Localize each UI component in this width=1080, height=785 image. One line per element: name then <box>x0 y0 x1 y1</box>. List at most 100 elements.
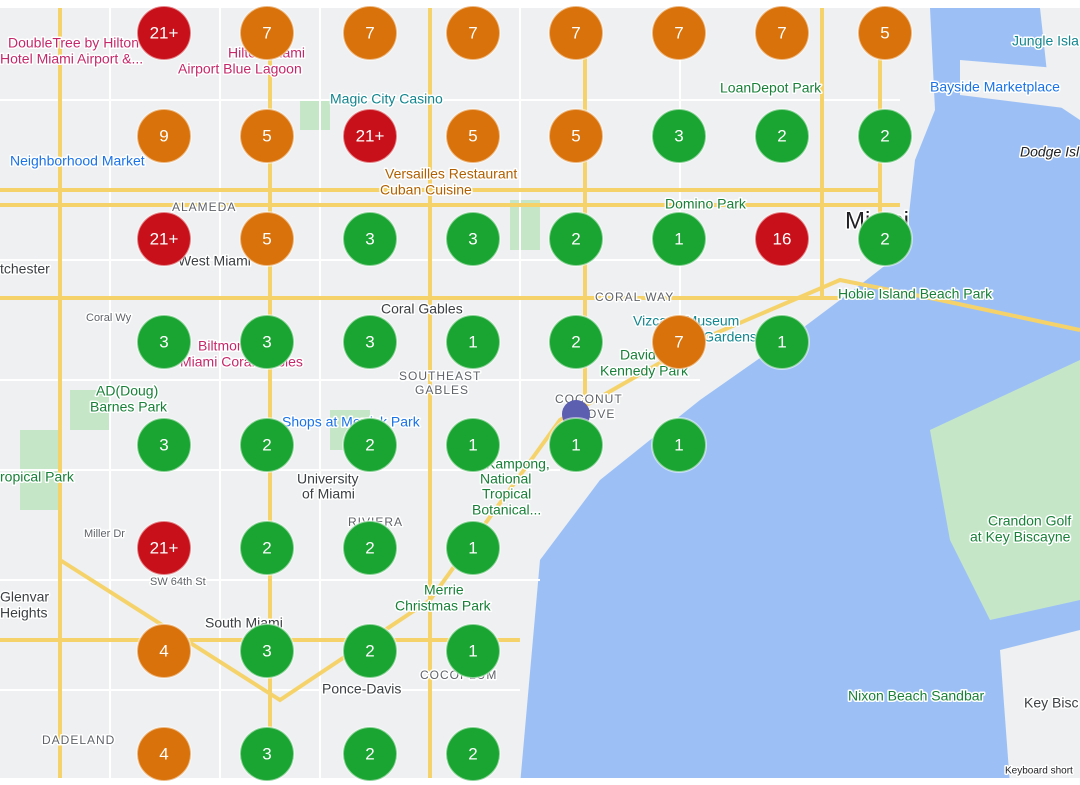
cluster-marker[interactable] <box>239 623 295 679</box>
cluster-marker[interactable] <box>342 417 398 473</box>
cluster-marker[interactable] <box>651 417 707 473</box>
cluster-marker[interactable] <box>239 726 295 782</box>
cluster-marker[interactable] <box>548 211 604 267</box>
cluster-marker[interactable] <box>445 520 501 576</box>
cluster[interactable]: 7 <box>445 5 501 61</box>
cluster-marker[interactable] <box>651 5 707 61</box>
cluster[interactable]: 3 <box>445 211 501 267</box>
cluster-marker[interactable] <box>342 520 398 576</box>
cluster-marker[interactable] <box>651 314 707 370</box>
cluster[interactable]: 7 <box>342 5 398 61</box>
cluster-marker[interactable] <box>548 5 604 61</box>
cluster-marker[interactable] <box>445 211 501 267</box>
cluster-marker[interactable] <box>239 520 295 576</box>
cluster[interactable]: 5 <box>857 5 913 61</box>
cluster[interactable]: 9 <box>136 108 192 164</box>
cluster-marker[interactable] <box>239 314 295 370</box>
cluster[interactable]: 3 <box>239 726 295 782</box>
cluster[interactable]: 7 <box>239 5 295 61</box>
cluster[interactable]: 16 <box>754 211 810 267</box>
cluster-marker[interactable] <box>136 623 192 679</box>
cluster-marker[interactable] <box>239 417 295 473</box>
cluster[interactable]: 1 <box>548 417 604 473</box>
cluster-marker[interactable] <box>342 314 398 370</box>
cluster[interactable]: 2 <box>239 520 295 576</box>
cluster[interactable]: 1 <box>445 520 501 576</box>
cluster-marker[interactable] <box>342 726 398 782</box>
cluster[interactable]: 21+ <box>136 5 192 61</box>
cluster[interactable]: 21+ <box>136 211 192 267</box>
cluster-marker[interactable] <box>857 108 913 164</box>
cluster-marker[interactable] <box>136 520 192 576</box>
cluster-marker[interactable] <box>548 314 604 370</box>
cluster[interactable]: 2 <box>239 417 295 473</box>
cluster-marker[interactable] <box>239 5 295 61</box>
cluster[interactable]: 1 <box>651 417 707 473</box>
cluster[interactable]: 1 <box>754 314 810 370</box>
cluster-marker[interactable] <box>342 623 398 679</box>
cluster[interactable]: 2 <box>342 726 398 782</box>
cluster-marker[interactable] <box>136 417 192 473</box>
cluster-marker[interactable] <box>445 108 501 164</box>
cluster-marker[interactable] <box>239 108 295 164</box>
keyboard-shortcuts[interactable]: Keyboard short <box>1004 764 1075 778</box>
cluster-marker[interactable] <box>445 417 501 473</box>
cluster[interactable]: 2 <box>342 417 398 473</box>
cluster-marker[interactable] <box>136 108 192 164</box>
cluster-marker[interactable] <box>136 314 192 370</box>
cluster[interactable]: 7 <box>651 314 707 370</box>
cluster[interactable]: 7 <box>754 5 810 61</box>
cluster[interactable]: 2 <box>857 108 913 164</box>
cluster-count: 2 <box>365 435 374 454</box>
cluster[interactable]: 2 <box>342 520 398 576</box>
cluster-marker[interactable] <box>445 5 501 61</box>
cluster[interactable]: 3 <box>651 108 707 164</box>
cluster-marker[interactable] <box>342 108 398 164</box>
cluster-marker[interactable] <box>754 211 810 267</box>
cluster[interactable]: 3 <box>239 623 295 679</box>
cluster-marker[interactable] <box>754 108 810 164</box>
cluster[interactable]: 5 <box>239 108 295 164</box>
cluster-marker[interactable] <box>548 417 604 473</box>
cluster-marker[interactable] <box>239 211 295 267</box>
cluster[interactable]: 2 <box>445 726 501 782</box>
cluster-marker[interactable] <box>445 314 501 370</box>
cluster-marker[interactable] <box>342 5 398 61</box>
cluster-marker[interactable] <box>136 5 192 61</box>
cluster[interactable]: 5 <box>239 211 295 267</box>
cluster-marker[interactable] <box>857 211 913 267</box>
cluster-marker[interactable] <box>651 108 707 164</box>
cluster-marker[interactable] <box>445 726 501 782</box>
cluster[interactable]: 5 <box>548 108 604 164</box>
cluster[interactable]: 3 <box>342 211 398 267</box>
cluster[interactable]: 2 <box>857 211 913 267</box>
cluster[interactable]: 21+ <box>342 108 398 164</box>
cluster-marker[interactable] <box>342 211 398 267</box>
cluster[interactable]: 7 <box>548 5 604 61</box>
cluster[interactable]: 7 <box>651 5 707 61</box>
cluster[interactable]: 3 <box>342 314 398 370</box>
cluster-marker[interactable] <box>136 726 192 782</box>
cluster[interactable]: 1 <box>445 417 501 473</box>
cluster-marker[interactable] <box>445 623 501 679</box>
cluster[interactable]: 1 <box>445 314 501 370</box>
cluster[interactable]: 5 <box>445 108 501 164</box>
cluster-marker[interactable] <box>754 5 810 61</box>
cluster[interactable]: 4 <box>136 623 192 679</box>
cluster[interactable]: 2 <box>548 314 604 370</box>
cluster[interactable]: 1 <box>651 211 707 267</box>
cluster-marker[interactable] <box>857 5 913 61</box>
cluster[interactable]: 4 <box>136 726 192 782</box>
cluster[interactable]: 2 <box>754 108 810 164</box>
cluster[interactable]: 2 <box>548 211 604 267</box>
cluster[interactable]: 2 <box>342 623 398 679</box>
cluster-marker[interactable] <box>651 211 707 267</box>
cluster-marker[interactable] <box>754 314 810 370</box>
cluster-marker[interactable] <box>548 108 604 164</box>
cluster[interactable]: 3 <box>136 314 192 370</box>
cluster-marker[interactable] <box>136 211 192 267</box>
cluster[interactable]: 1 <box>445 623 501 679</box>
cluster[interactable]: 3 <box>136 417 192 473</box>
cluster[interactable]: 21+ <box>136 520 192 576</box>
cluster[interactable]: 3 <box>239 314 295 370</box>
